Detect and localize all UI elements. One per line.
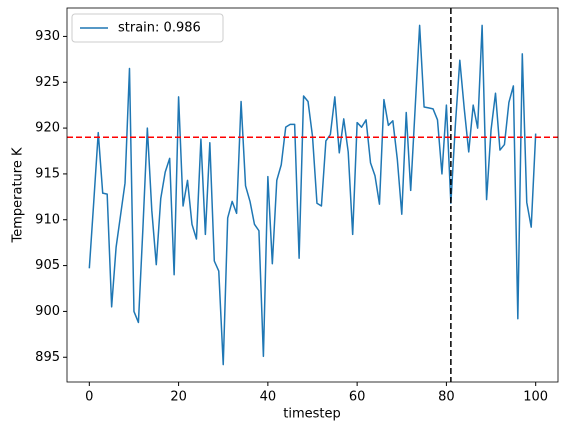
x-tick-label: 80 bbox=[438, 390, 455, 405]
legend-label: strain: 0.986 bbox=[118, 21, 201, 36]
y-tick-label: 905 bbox=[35, 258, 60, 273]
x-tick-label: 20 bbox=[170, 390, 187, 405]
y-tick-label: 900 bbox=[35, 304, 60, 319]
legend-box bbox=[71, 13, 224, 43]
y-axis-label: Temperature K bbox=[11, 147, 26, 243]
x-tick-label: 40 bbox=[260, 390, 277, 405]
x-tick-label: 0 bbox=[85, 390, 93, 405]
axes-frame bbox=[66, 7, 559, 383]
y-tick-label: 910 bbox=[35, 212, 60, 227]
y-tick-label: 920 bbox=[35, 121, 60, 136]
x-axis-label: timestep bbox=[283, 407, 341, 422]
x-tick-label: 100 bbox=[523, 390, 548, 405]
y-tick-label: 925 bbox=[35, 75, 60, 90]
x-tick-label: 60 bbox=[349, 390, 366, 405]
y-tick-label: 895 bbox=[35, 350, 60, 365]
y-tick-label: 915 bbox=[35, 166, 60, 181]
y-tick-label: 930 bbox=[35, 29, 60, 44]
data-line bbox=[88, 24, 537, 366]
